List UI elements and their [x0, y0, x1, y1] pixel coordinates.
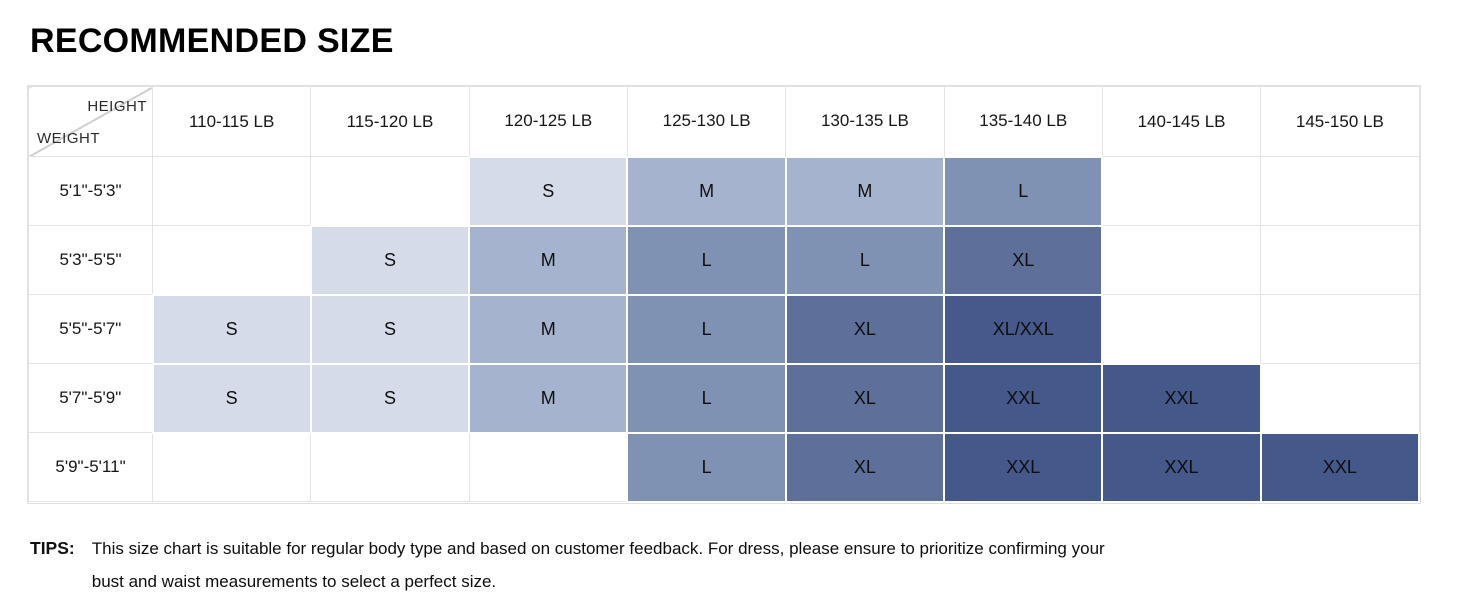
size-cell: M: [626, 155, 787, 227]
row-header-height: 5'7"-5'9": [28, 363, 153, 433]
empty-cell: [1260, 156, 1420, 226]
column-header-weight: 140-145 LB: [1101, 86, 1262, 157]
size-cell: S: [309, 224, 471, 296]
empty-cell: [1260, 294, 1420, 364]
empty-cell: [1101, 156, 1262, 226]
size-cell: S: [151, 293, 312, 365]
size-cell: XL: [784, 362, 946, 434]
size-cell: L: [784, 224, 946, 296]
corner-cell: HEIGHT WEIGHT: [28, 86, 153, 157]
empty-cell: [1101, 225, 1262, 295]
table-row: 5'3"-5'5" S M L L XL: [28, 224, 1420, 296]
size-cell: S: [309, 362, 471, 434]
size-cell: L: [626, 224, 787, 296]
empty-cell: [151, 432, 312, 502]
row-header-height: 5'1"-5'3": [28, 156, 153, 226]
tips-label: TIPS:: [30, 537, 75, 558]
column-header-weight: 110-115 LB: [151, 86, 312, 157]
column-header-weight: 115-120 LB: [310, 86, 470, 157]
tips-text: This size chart is suitable for regular …: [91, 538, 1105, 591]
row-header-height: 5'9"-5'11": [28, 432, 153, 502]
empty-cell: [310, 432, 470, 502]
size-cell: L: [626, 431, 787, 503]
size-cell: XL: [784, 431, 946, 503]
column-header-weight: 125-130 LB: [626, 86, 787, 157]
table-row: 5'1"-5'3" S M M L: [28, 155, 1420, 227]
empty-cell: [310, 156, 470, 226]
empty-cell: [151, 225, 312, 295]
size-cell: XL/XXL: [943, 293, 1104, 365]
table-row: 5'9"-5'11" L XL XXL XXL XXL: [28, 431, 1421, 503]
row-header-height: 5'5"-5'7": [28, 294, 153, 364]
size-cell: L: [943, 155, 1104, 227]
empty-cell: [468, 432, 628, 502]
size-cell: S: [468, 155, 629, 227]
empty-cell: [151, 156, 312, 226]
size-cell: M: [468, 362, 629, 434]
size-cell: XXL: [1101, 431, 1262, 503]
size-cell: XL: [943, 224, 1104, 296]
table-row: 5'5"-5'7" S S M L XL XL/XXL: [28, 293, 1420, 365]
size-cell: XXL: [1259, 431, 1421, 503]
size-cell: L: [626, 362, 787, 434]
page-title: RECOMMENDED SIZE: [30, 22, 394, 60]
size-cell: XXL: [943, 362, 1104, 434]
size-cell: XXL: [1101, 362, 1262, 434]
size-cell: L: [626, 293, 787, 365]
column-header-weight: 135-140 LB: [943, 86, 1103, 157]
row-header-height: 5'3"-5'5": [28, 225, 153, 295]
column-header-weight: 145-150 LB: [1260, 86, 1420, 157]
table-row: 5'7"-5'9" S S M L XL XXL XXL: [28, 362, 1420, 434]
size-cell: S: [309, 293, 471, 365]
header-row: HEIGHT WEIGHT 110-115 LB 115-120 LB 120-…: [28, 86, 1420, 157]
size-cell: M: [784, 155, 946, 227]
empty-cell: [1260, 363, 1420, 433]
weight-axis-label: WEIGHT: [37, 130, 100, 147]
tips-section: TIPS: This size chart is suitable for re…: [30, 532, 1464, 598]
size-chart-table: HEIGHT WEIGHT 110-115 LB 115-120 LB 120-…: [27, 85, 1421, 504]
column-header-weight: 130-135 LB: [785, 86, 945, 157]
size-cell: M: [468, 293, 629, 365]
height-axis-label: HEIGHT: [87, 98, 147, 115]
column-header-weight: 120-125 LB: [468, 86, 628, 157]
size-cell: S: [151, 362, 312, 434]
size-cell: XXL: [943, 431, 1104, 503]
size-cell: M: [468, 224, 629, 296]
empty-cell: [1260, 225, 1420, 295]
size-cell: XL: [784, 293, 946, 365]
empty-cell: [1101, 294, 1262, 364]
